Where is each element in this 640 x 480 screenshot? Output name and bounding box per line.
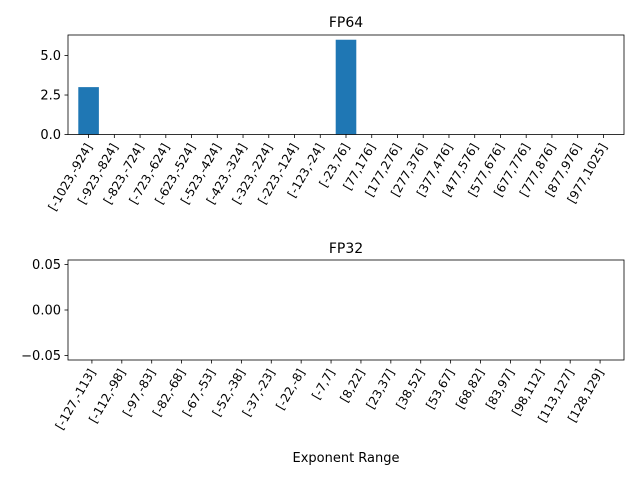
x-axis-label: Exponent Range — [292, 451, 399, 466]
x-tick-label: [-22,-8] — [273, 367, 307, 413]
y-tick-label: −0.05 — [21, 349, 61, 364]
chart-panel-fp32: −0.050.000.05[-127,-113][-112,-98][-97,-… — [21, 241, 625, 466]
chart-title: FP64 — [329, 15, 363, 31]
x-tick-label: [-7,7] — [309, 367, 338, 402]
chart-title: FP32 — [329, 241, 363, 257]
plot-frame — [67, 259, 625, 361]
y-tick-label: 0.00 — [32, 304, 61, 319]
chart-panel-fp64: 0.02.55.0[-1023,-924][-923,-824][-823,-7… — [40, 15, 625, 213]
bar-[-23,76] — [335, 39, 357, 135]
y-tick-label: 0.0 — [40, 128, 61, 143]
y-tick-label: 0.05 — [32, 258, 61, 273]
x-tick-label: [8,22] — [337, 367, 367, 405]
y-tick-label: 5.0 — [40, 49, 61, 64]
bar-[-1023,-924] — [78, 87, 99, 135]
y-tick-label: 2.5 — [40, 89, 61, 104]
